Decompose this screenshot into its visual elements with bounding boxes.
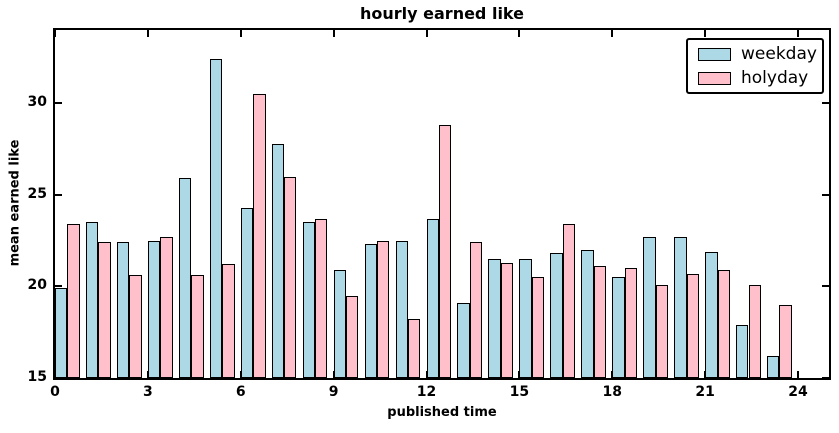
bar-weekday-hour-6 (240, 207, 254, 378)
bar-holyday-hour-8 (315, 218, 328, 378)
bar-holyday-hour-12 (438, 125, 452, 378)
bar-holyday-hour-3 (160, 236, 173, 378)
chart-title: hourly earned like (360, 4, 524, 23)
bar-weekday-hour-11 (395, 240, 408, 378)
x-tick-top-15 (518, 30, 521, 37)
x-tick-top-21 (704, 30, 707, 37)
y-tick-right-30 (822, 102, 829, 105)
bar-weekday-hour-22 (736, 324, 749, 378)
bar-holyday-hour-17 (593, 266, 607, 378)
x-tick-label-21: 21 (695, 384, 715, 400)
y-tick-25 (55, 193, 62, 196)
bar-holyday-hour-14 (500, 262, 514, 378)
bar-weekday-hour-21 (705, 251, 718, 378)
bar-holyday-hour-22 (748, 284, 761, 378)
legend-label-weekday: weekday (741, 43, 817, 64)
legend-swatch-holyday (698, 71, 731, 85)
legend-item-weekday: weekday (698, 45, 817, 63)
bar-holyday-hour-16 (562, 224, 576, 378)
legend-swatch-weekday (698, 47, 731, 61)
bar-holyday-hour-23 (779, 304, 792, 378)
x-tick-label-15: 15 (509, 384, 530, 400)
bar-weekday-hour-0 (55, 288, 68, 378)
y-tick-label-20: 20 (27, 277, 47, 294)
bar-weekday-hour-5 (209, 59, 223, 378)
bar-holyday-hour-13 (469, 242, 483, 378)
bar-holyday-hour-0 (67, 224, 80, 378)
bar-weekday-hour-8 (302, 222, 316, 378)
bar-weekday-hour-4 (178, 178, 192, 378)
y-tick-15 (55, 377, 62, 379)
bar-holyday-hour-21 (717, 269, 730, 378)
bar-holyday-hour-11 (407, 319, 421, 378)
y-tick-label-15: 15 (27, 369, 47, 385)
y-tick-right-25 (822, 193, 829, 196)
x-tick-label-12: 12 (416, 384, 437, 400)
bar-weekday-hour-18 (612, 277, 625, 378)
bar-holyday-hour-19 (655, 284, 668, 378)
bar-holyday-hour-2 (129, 275, 142, 378)
y-axis-label: mean earned like (7, 139, 23, 267)
bar-holyday-hour-9 (346, 295, 359, 378)
x-tick-top-24 (797, 30, 800, 37)
x-tick-24 (797, 371, 800, 378)
y-tick-label-25: 25 (27, 185, 47, 202)
bar-weekday-hour-10 (364, 244, 377, 378)
x-tick-top-9 (332, 30, 335, 37)
bar-holyday-hour-7 (284, 176, 297, 378)
bar-weekday-hour-23 (767, 356, 780, 378)
bar-weekday-hour-9 (333, 269, 346, 378)
plot-area: weekday holyday 0 3 6 9 12 15 18 21 24 15 20 25 30 (28, 28, 831, 400)
bar-weekday-hour-19 (643, 236, 656, 378)
bar-holyday-hour-15 (531, 277, 545, 378)
x-tick-top-3 (146, 30, 149, 37)
legend-item-holyday: holyday (698, 67, 812, 88)
y-tick-30 (55, 102, 62, 105)
bar-weekday-hour-16 (550, 253, 563, 378)
x-tick-label-3: 3 (143, 384, 153, 400)
bar-weekday-hour-17 (581, 249, 594, 378)
x-tick-label-24: 24 (788, 384, 808, 400)
x-tick-top-18 (611, 30, 614, 37)
bar-holyday-hour-6 (253, 94, 266, 378)
bar-holyday-hour-10 (376, 240, 390, 378)
bar-weekday-hour-2 (116, 242, 130, 378)
x-axis-label: published time (387, 405, 497, 420)
y-tick-right-20 (822, 285, 829, 288)
x-tick-label-18: 18 (602, 384, 622, 400)
x-tick-label-0: 0 (50, 384, 60, 400)
bar-weekday-hour-3 (147, 240, 161, 378)
legend-label-holyday: holyday (741, 67, 809, 88)
bar-holyday-hour-1 (98, 242, 111, 378)
bar-holyday-hour-4 (191, 275, 204, 378)
bar-weekday-hour-1 (85, 222, 99, 378)
x-tick-label-9: 9 (328, 384, 339, 400)
bar-holyday-hour-20 (686, 273, 699, 378)
x-tick-label-6: 6 (235, 384, 246, 400)
bar-weekday-hour-13 (457, 302, 470, 378)
x-tick-top-12 (425, 30, 428, 37)
bar-weekday-hour-14 (488, 258, 501, 378)
bar-weekday-hour-15 (519, 258, 532, 378)
x-tick-top-6 (239, 30, 242, 37)
y-tick-label-30: 30 (27, 94, 47, 111)
bar-weekday-hour-20 (674, 236, 687, 378)
bar-holyday-hour-5 (222, 264, 235, 378)
bar-weekday-hour-12 (426, 218, 439, 378)
bar-weekday-hour-7 (271, 143, 285, 378)
y-tick-20 (55, 285, 62, 288)
x-tick-top-0 (54, 30, 56, 37)
y-tick-right-15 (822, 377, 829, 379)
legend: weekday holyday (686, 38, 824, 94)
bar-holyday-hour-18 (624, 268, 638, 378)
